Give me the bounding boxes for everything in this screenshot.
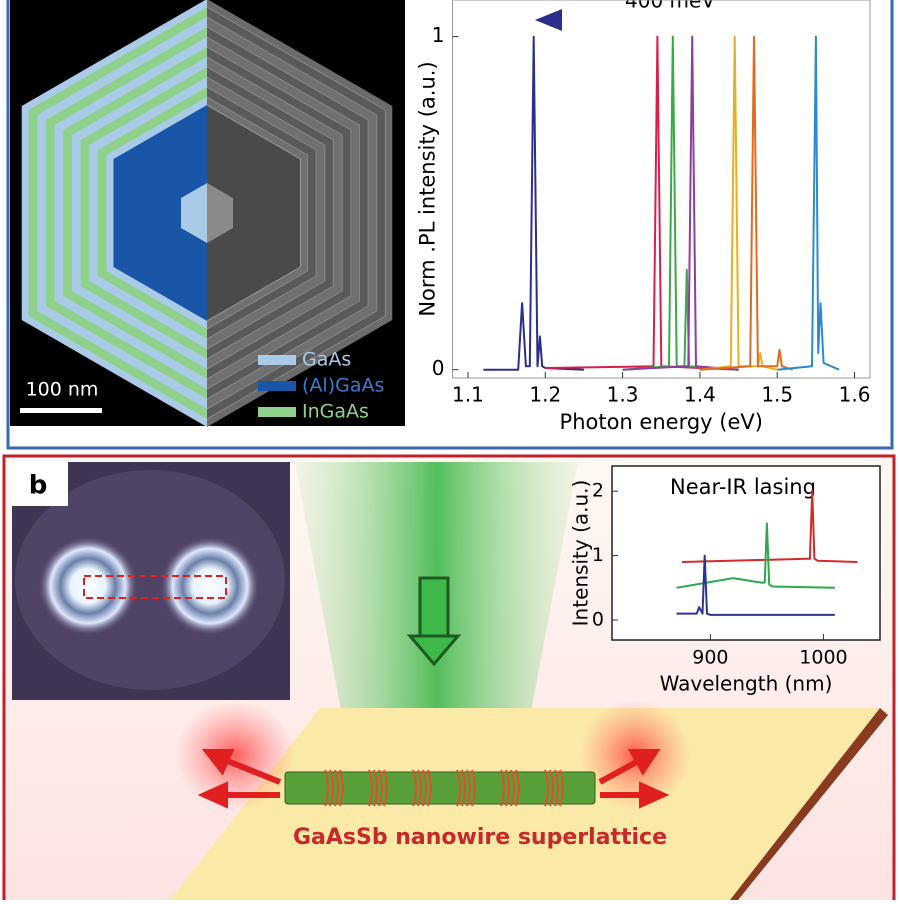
coil (373, 769, 378, 807)
coil (544, 769, 549, 807)
y-tick-label: 1 (592, 544, 604, 566)
x-tick-label: 1.4 (684, 383, 716, 407)
coil (383, 769, 388, 807)
legend-label: (Al)GaAs (302, 375, 384, 397)
x-tick-label: 1.1 (452, 383, 484, 407)
y-tick-label: 0 (592, 609, 604, 631)
pump-arrow-head (406, 634, 462, 667)
spectrum-line (777, 35, 840, 371)
inset-frame (611, 465, 881, 641)
spectrum-line (699, 35, 794, 371)
coil (505, 769, 510, 807)
coil (559, 769, 564, 807)
chart-title: Near-IR lasing (670, 475, 816, 499)
x-axis-label: Photon energy (eV) (560, 410, 763, 434)
legend-swatch (258, 407, 296, 417)
coil (412, 769, 417, 807)
legend-swatch (258, 381, 296, 391)
coil (510, 769, 515, 807)
coil (471, 769, 476, 807)
coil (368, 769, 373, 807)
coil (466, 769, 471, 807)
coil (427, 769, 432, 807)
core-inner (207, 183, 233, 243)
coil (500, 769, 505, 807)
hexagon-right (207, 0, 393, 427)
y-axis-label: Norm .PL intensity (a.u.) (416, 61, 440, 316)
coil (329, 769, 334, 807)
spectrum-line (682, 490, 858, 563)
x-tick-label: 1.6 (839, 383, 871, 407)
emission-glow (175, 700, 295, 810)
core-inner (181, 183, 207, 243)
spectrum-line (622, 35, 739, 371)
coil (422, 769, 427, 807)
coil (334, 769, 339, 807)
coil (549, 769, 554, 807)
scale-bar-label: 100 nm (26, 379, 99, 401)
energy-annotation: 400 meV (625, 0, 715, 13)
scale-bar (20, 408, 102, 413)
spectrum-line (676, 554, 835, 616)
coil (417, 769, 422, 807)
coil (554, 769, 559, 807)
coil (324, 769, 329, 807)
y-tick-label: 2 (592, 480, 604, 502)
energy-arrow-head (535, 9, 562, 31)
panel-b-label: b (29, 471, 48, 501)
y-tick-label: 0 (432, 356, 445, 380)
hexagon-illustration (21, 0, 393, 427)
hexagon-left (21, 0, 207, 427)
x-tick-label: 1.2 (529, 383, 561, 407)
y-axis-label: Intensity (a.u.) (569, 480, 593, 627)
core (113, 105, 207, 321)
coil (461, 769, 466, 807)
core (207, 104, 301, 322)
emission-spot (38, 536, 138, 636)
emission-arrows (197, 749, 670, 809)
legend-label: InGaAs (302, 401, 369, 423)
emission-spot (160, 536, 260, 636)
x-tick-label: 1.3 (607, 383, 639, 407)
nanowire-caption: GaAsSb nanowire superlattice (293, 825, 667, 850)
x-tick-label: 1000 (799, 647, 847, 669)
coil (456, 769, 461, 807)
material-legend: GaAs (Al)GaAs InGaAs (258, 349, 384, 423)
panel-b-label-box (12, 462, 68, 506)
x-tick-label: 900 (692, 647, 728, 669)
coil (339, 769, 344, 807)
nanowire-outline (83, 575, 227, 599)
coil (515, 769, 520, 807)
pump-arrow (418, 576, 450, 640)
spectrum-line (483, 35, 584, 371)
legend-label: GaAs (302, 349, 351, 371)
coil (378, 769, 383, 807)
superlattice-segments (324, 769, 564, 807)
plot-frame (452, 0, 871, 379)
x-tick-label: 1.5 (761, 383, 793, 407)
spectrum-line (676, 522, 835, 589)
spectrum-line (545, 35, 739, 371)
y-tick-label: 1 (432, 23, 445, 47)
legend-swatch (258, 355, 296, 365)
x-axis-label: Wavelength (nm) (660, 672, 833, 696)
substrate-edge (730, 708, 888, 900)
